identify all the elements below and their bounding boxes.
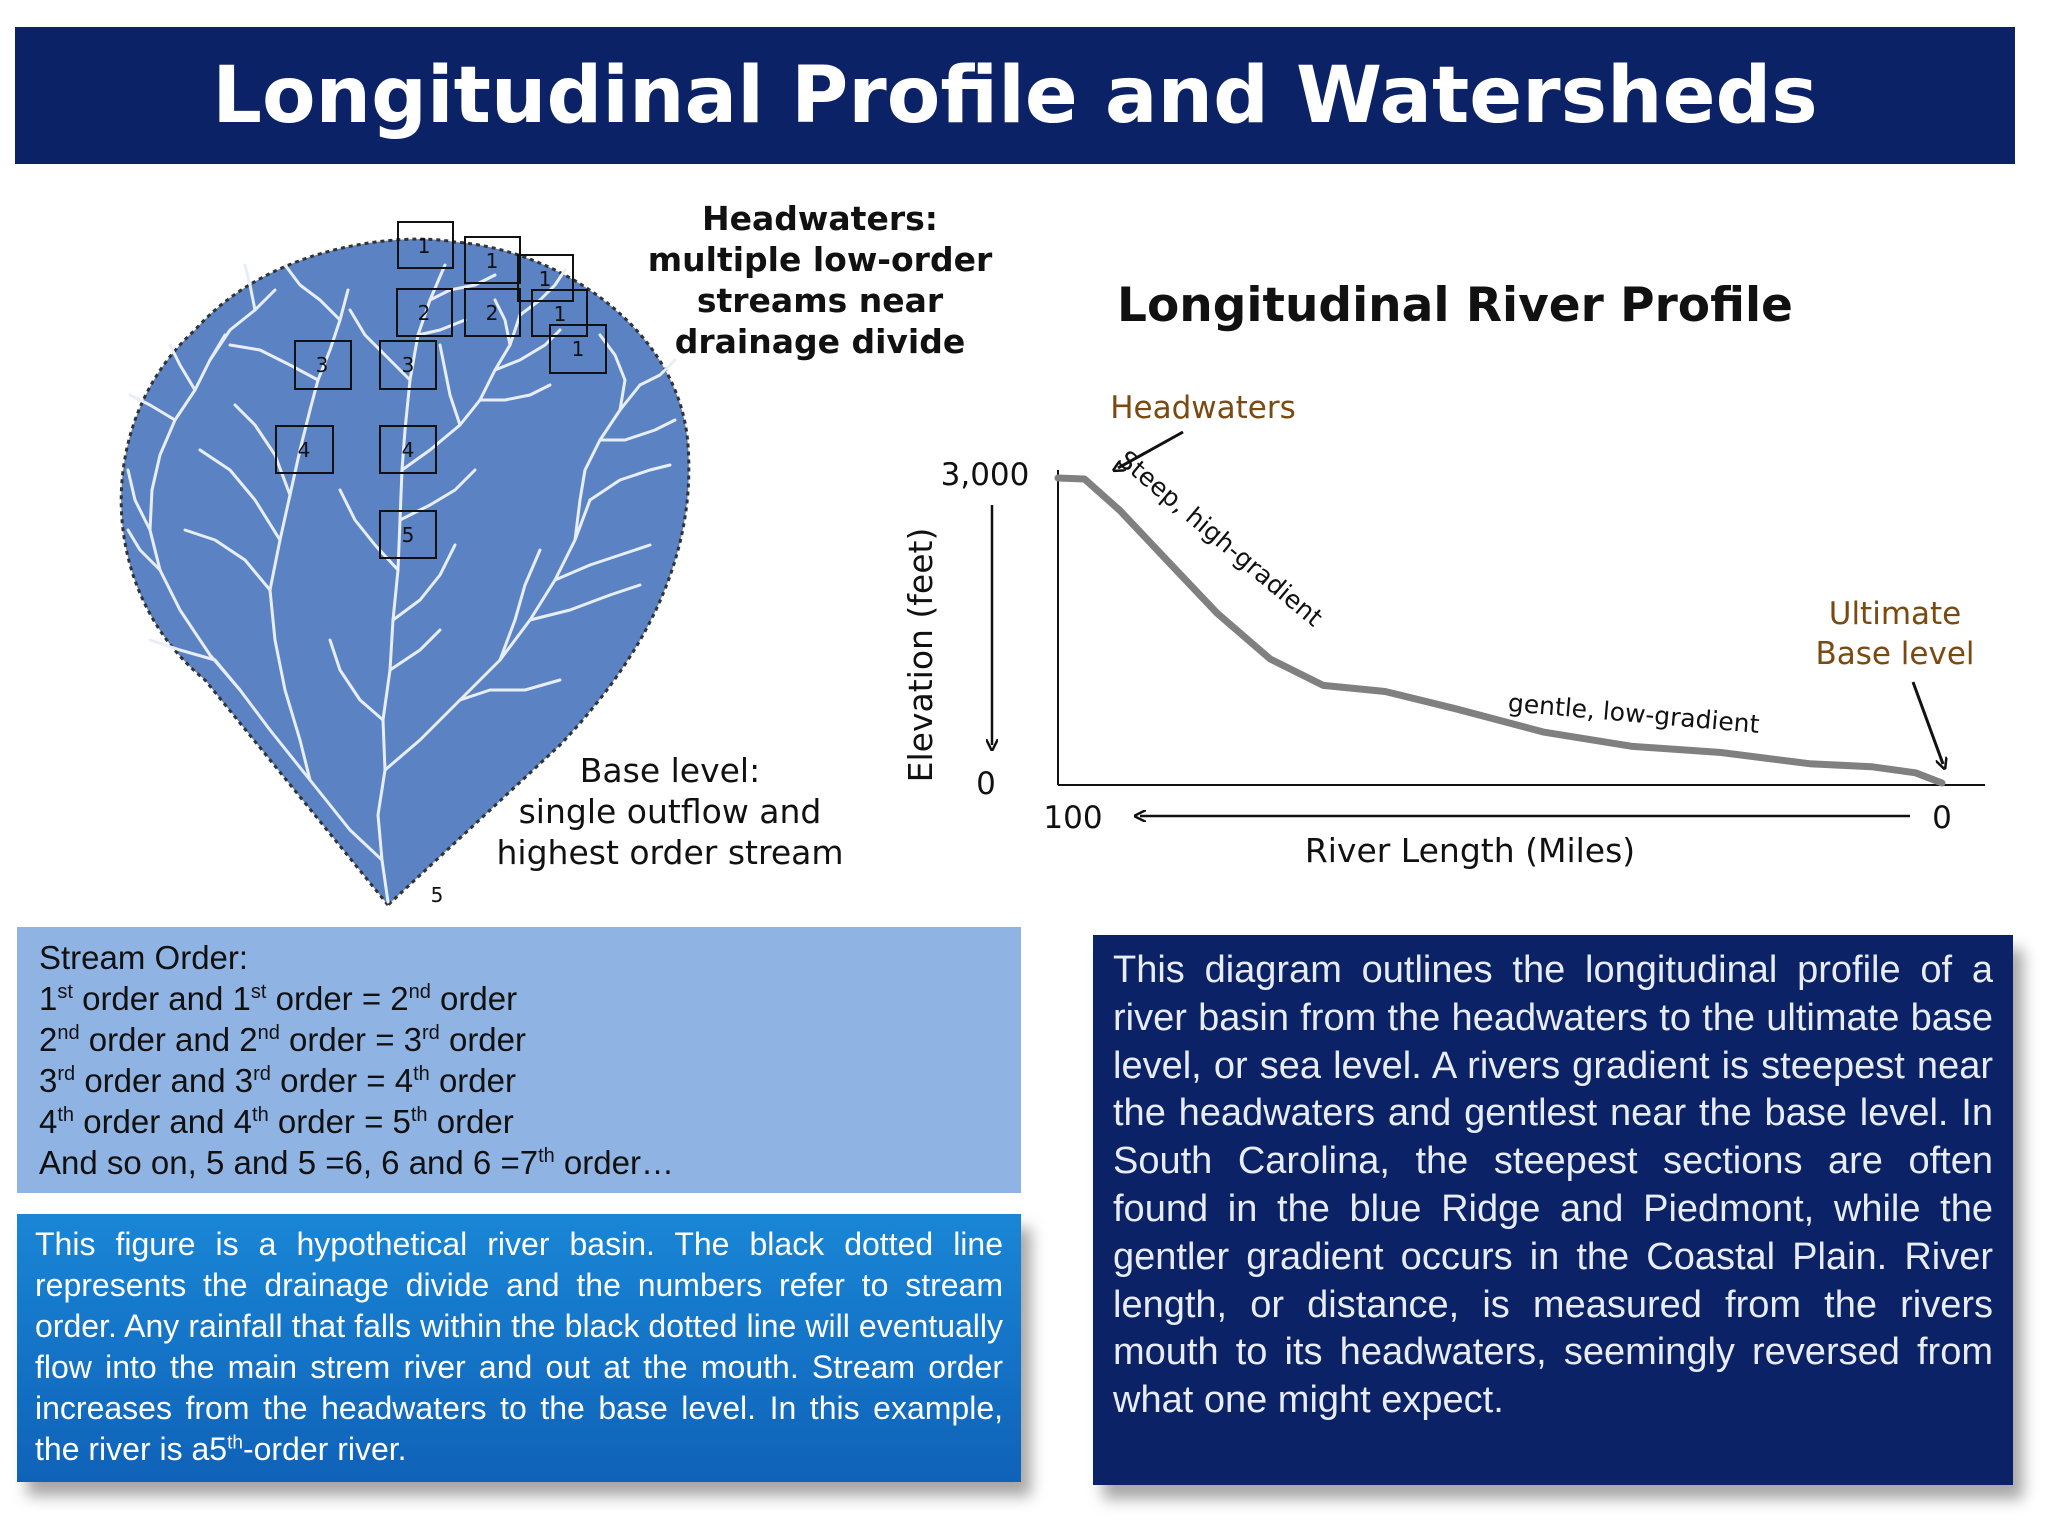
longitudinal-profile-chart: 3,000 0 100 0 River Length (Miles) Eleva… — [901, 390, 1985, 870]
title-bar: Longitudinal Profile and Watersheds — [15, 27, 2015, 164]
order-label: 3 — [402, 353, 415, 377]
order-box-3a — [294, 340, 352, 390]
order-label: 1 — [554, 302, 567, 326]
order-box-4a — [275, 425, 334, 474]
order-label: 4 — [402, 438, 415, 462]
x-axis-title: River Length (Miles) — [1305, 831, 1635, 870]
stream-order-line: 2nd order and 2nd order = 3rd order — [39, 1021, 527, 1058]
profile-title: Longitudinal River Profile — [1117, 278, 1793, 333]
stream-order-last-line: And so on, 5 and 5 =6, 6 and 6 =7th orde… — [39, 1144, 674, 1181]
order-box-1a — [397, 221, 454, 269]
figure-caption-box: This figure is a hypothetical river basi… — [17, 1214, 1021, 1482]
order-label: 1 — [539, 267, 552, 291]
headwaters-note-line: multiple low-order — [647, 240, 993, 279]
order-label: 1 — [572, 337, 585, 361]
base-level-note-line: highest order stream — [496, 833, 844, 872]
headwaters-label: Headwaters — [1110, 390, 1296, 426]
order-box-1b — [464, 236, 521, 284]
y-min-label: 0 — [976, 766, 996, 802]
order-box-4b — [379, 425, 437, 474]
order-label: 3 — [316, 353, 329, 377]
ultimate-label-line1: Ultimate — [1829, 596, 1962, 632]
order-box-1d — [531, 289, 588, 337]
description-box: This diagram outlines the longitudinal p… — [1093, 935, 2013, 1485]
watershed-basin-diagram: 1 1 1 1 1 2 2 3 3 4 4 5 5 — [119, 221, 691, 908]
order-label: 4 — [298, 438, 311, 462]
stream-order-line: 3rd order and 3rd order = 4th order — [39, 1062, 516, 1099]
order-box-1c — [517, 254, 574, 302]
x-left-label: 100 — [1043, 800, 1102, 836]
profile-curve — [1054, 474, 1946, 787]
headwaters-note-line: Headwaters: — [702, 199, 938, 238]
base-level-note: Base level: single outflow and highest o… — [480, 750, 860, 873]
base-level-arrow — [1911, 681, 1943, 764]
order-label: 2 — [486, 301, 499, 325]
order-label: 2 — [418, 301, 431, 325]
stream-order-heading: Stream Order: — [39, 939, 249, 976]
base-level-note-line: Base level: — [579, 751, 761, 790]
drainage-basin — [119, 237, 691, 908]
stream-order-line: 4th order and 4th order = 5th order — [39, 1103, 514, 1140]
stream-order-boxes — [275, 221, 607, 559]
headwaters-note-line: streams near — [696, 281, 944, 320]
order-box-3b — [379, 340, 437, 390]
ultimate-label-line2: Base level — [1815, 636, 1974, 672]
y-max-label: 3,000 — [941, 457, 1030, 493]
stream-order-line: 1st order and 1st order = 2nd order — [39, 980, 518, 1017]
order-box-2b — [464, 288, 521, 337]
order-label: 5 — [402, 523, 415, 547]
stream-network — [126, 263, 677, 904]
order-label: 1 — [486, 249, 499, 273]
headwaters-note: Headwaters: multiple low-order streams n… — [640, 198, 1000, 362]
order-box-2a — [396, 288, 453, 337]
figure-caption-text: This figure is a hypothetical river basi… — [35, 1226, 1003, 1467]
order-box-5 — [379, 510, 437, 559]
order-label: 1 — [418, 234, 431, 258]
stream-order-box: Stream Order: 1st order and 1st order = … — [17, 927, 1021, 1193]
mouth-order-label: 5 — [431, 883, 444, 907]
order-box-1e — [549, 324, 607, 374]
base-level-note-line: single outflow and — [518, 792, 822, 831]
headwaters-arrow — [1118, 430, 1184, 468]
headwaters-note-line: drainage divide — [674, 322, 966, 361]
y-axis-title: Elevation (feet) — [901, 528, 940, 783]
x-right-label: 0 — [1932, 800, 1952, 836]
description-text: This diagram outlines the longitudinal p… — [1113, 949, 1993, 1422]
page-title: Longitudinal Profile and Watersheds — [212, 50, 1818, 141]
